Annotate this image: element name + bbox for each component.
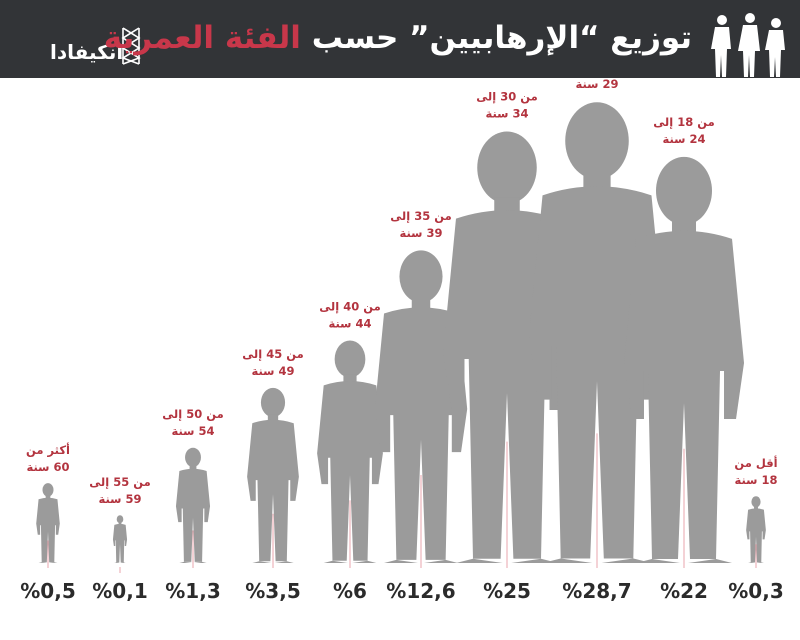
age-distribution-chart: أكثر من 60 سنة من 55 إلى 59 سنة من 50 إلى 54 … (20, 78, 783, 603)
logo-text: انكيفادا (50, 40, 124, 64)
age-category-label: 44 سنة (329, 316, 372, 330)
percent-value-label: %22 (660, 579, 708, 603)
age-category-label: 60 سنة (27, 460, 70, 474)
title-accent: الفئة العمرية (103, 20, 301, 56)
age-category-label: أقل من (734, 455, 777, 470)
age-category-label: 29 سنة (576, 78, 619, 91)
page-title: توزيع “الإرهابيين” حسب الفئة العمرية (104, 20, 692, 56)
percent-labels-layer: %0,5 %0,1 %1,3 %3,5 %6 %12,6 %25 %28,7 %22 %0,3 (20, 579, 783, 603)
age-labels-layer: أكثر من 60 سنة من 55 إلى 59 سنة من 50 إلى 54 … (26, 78, 778, 506)
header-bar: انكيفادا توزيع “الإرهابيين” حسب الفئة ال… (0, 0, 800, 78)
age-category-label: من 55 إلى (89, 475, 150, 489)
logo[interactable]: انكيفادا (22, 14, 152, 65)
logo-mark-icon (121, 27, 141, 65)
silhouette-bar (112, 515, 128, 563)
age-category-label: من 18 إلى (653, 115, 714, 129)
age-category-label: من 30 إلى (476, 89, 537, 103)
people-icon (711, 13, 785, 77)
age-category-label: من 35 إلى (390, 209, 451, 223)
percent-value-label: %3,5 (245, 579, 300, 603)
age-category-label: 18 سنة (735, 473, 778, 487)
percent-value-label: %6 (333, 579, 367, 603)
age-category-label: 59 سنة (99, 492, 142, 506)
percent-value-label: %0,1 (92, 579, 147, 603)
age-category-label: من 40 إلى (319, 299, 380, 313)
percent-value-label: %1,3 (165, 579, 220, 603)
percent-value-label: %0,5 (20, 579, 75, 603)
percent-value-label: %12,6 (386, 579, 455, 603)
percent-value-label: %28,7 (562, 579, 631, 603)
age-category-label: أكثر من (26, 442, 70, 457)
age-category-label: 54 سنة (172, 424, 215, 438)
age-category-label: من 45 إلى (242, 347, 303, 361)
percent-value-label: %0,3 (728, 579, 783, 603)
silhouette-layer (36, 102, 766, 563)
age-category-label: 39 سنة (400, 226, 443, 240)
age-category-label: 24 سنة (663, 132, 706, 146)
age-category-label: 34 سنة (486, 106, 529, 120)
age-category-label: من 50 إلى (162, 407, 223, 421)
age-category-label: 49 سنة (252, 364, 295, 378)
leader-lines-layer (47, 433, 757, 573)
percent-value-label: %25 (483, 579, 531, 603)
title-main: توزيع “الإرهابيين” حسب (311, 20, 692, 56)
